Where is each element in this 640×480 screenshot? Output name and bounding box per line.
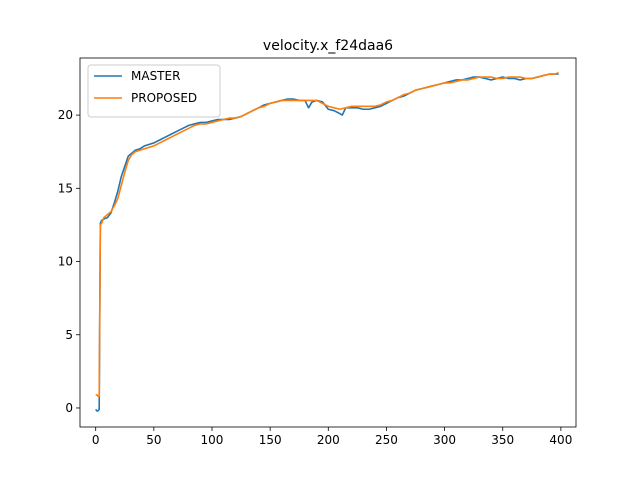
x-tick-label: 200 [317,433,340,447]
chart-title: velocity.x_f24daa6 [263,38,393,54]
x-tick-label: 100 [201,433,224,447]
x-tick-label: 50 [146,433,161,447]
legend-label-proposed: PROPOSED [131,91,197,105]
y-tick-label: 5 [65,328,73,342]
legend: MASTER PROPOSED [87,64,221,118]
y-axis: 0 5 10 15 20 [58,108,80,415]
y-tick-label: 15 [58,181,73,195]
series-line-proposed [95,71,559,398]
legend-label-master: MASTER [131,69,180,83]
x-axis: 0 50 100 150 200 250 300 350 400 [92,427,572,447]
series-line-master [95,73,559,412]
y-tick-label: 20 [58,108,73,122]
y-tick-label: 0 [65,401,73,415]
x-tick-label: 0 [92,433,100,447]
x-tick-label: 350 [491,433,514,447]
x-tick-label: 250 [375,433,398,447]
x-tick-label: 300 [433,433,456,447]
x-tick-label: 150 [259,433,282,447]
x-tick-label: 400 [549,433,572,447]
legend-box [87,64,221,118]
series-layer [95,71,559,412]
y-tick-label: 10 [58,255,73,269]
